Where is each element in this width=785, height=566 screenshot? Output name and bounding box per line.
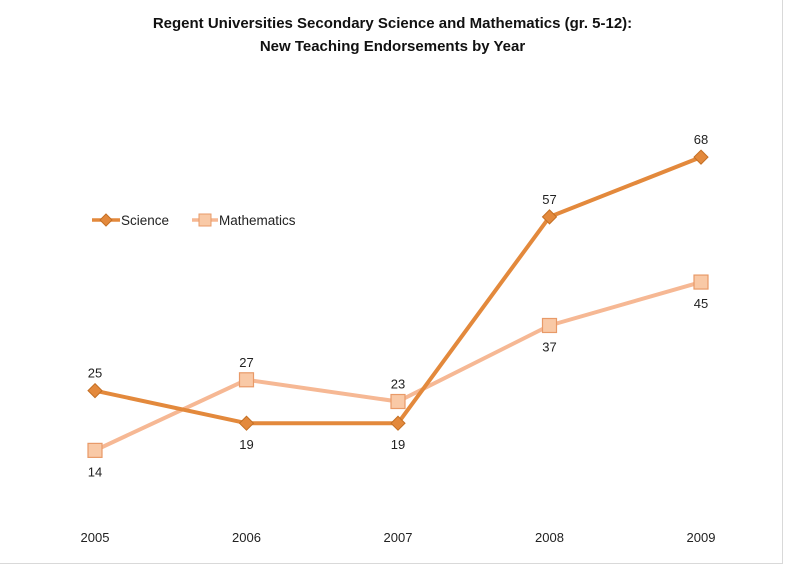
legend: Science Mathematics <box>92 213 296 228</box>
mathematics-point <box>87 442 103 458</box>
legend-mathematics-marker <box>198 213 212 227</box>
chart-title-line-1: Regent Universities Secondary Science an… <box>152 15 633 32</box>
mathematics-point <box>693 274 709 290</box>
mathematics-point <box>390 393 406 410</box>
mathematics-data-label: 23 <box>391 377 405 392</box>
x-tick-label: 2006 <box>232 530 261 545</box>
mathematics-data-label: 14 <box>88 464 102 479</box>
mathematics-point <box>238 372 255 388</box>
x-tick-label: 2005 <box>81 530 110 545</box>
science-point <box>693 149 709 165</box>
science-data-label: 19 <box>391 437 405 452</box>
chart-title: Regent Universities Secondary Science an… <box>0 12 785 58</box>
mathematics-data-label: 27 <box>239 355 253 370</box>
science-data-label: 57 <box>542 192 556 207</box>
legend-science-marker <box>99 213 113 227</box>
x-tick-label: 2008 <box>535 530 564 545</box>
legend-science-label: Science <box>121 213 169 228</box>
science-point <box>87 382 103 399</box>
mathematics-data-label: 37 <box>542 339 556 354</box>
legend-mathematics-label: Mathematics <box>219 213 296 228</box>
chart-title-line-2: New Teaching Endorsements by Year <box>259 38 526 55</box>
x-tick-label: 2007 <box>384 530 413 545</box>
mathematics-point <box>541 317 558 334</box>
mathematics-data-label: 45 <box>694 296 708 311</box>
x-tick-label: 2009 <box>687 530 716 545</box>
science-data-label: 68 <box>694 132 708 147</box>
science-data-label: 25 <box>88 366 102 381</box>
science-point <box>541 209 558 225</box>
science-point <box>238 415 255 431</box>
science-data-label: 19 <box>239 437 253 452</box>
science-point <box>390 415 406 431</box>
